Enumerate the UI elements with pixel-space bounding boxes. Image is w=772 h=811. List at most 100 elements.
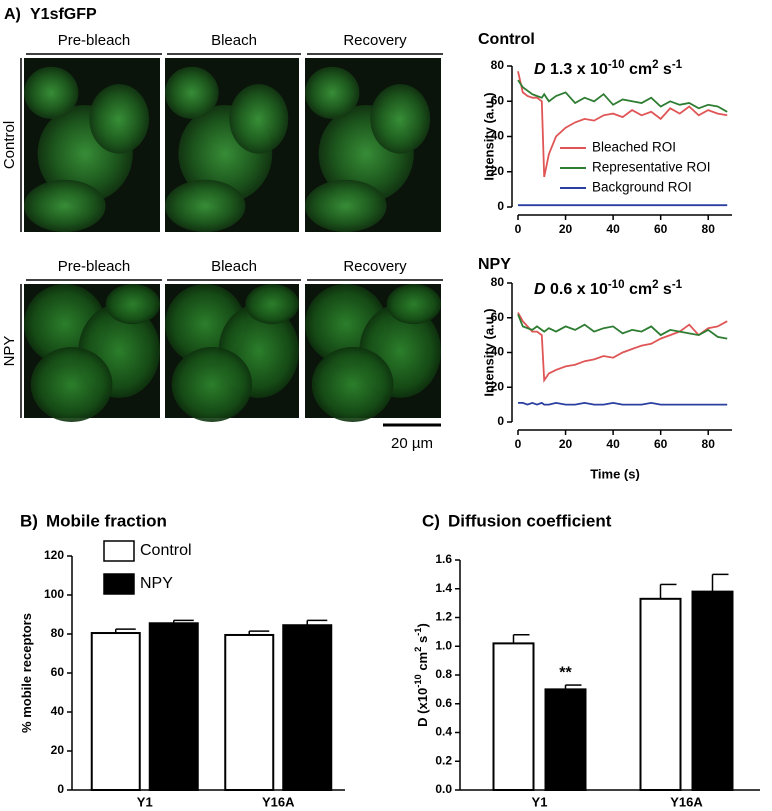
y-tick-label: 0.4 <box>435 725 452 739</box>
bar <box>90 632 141 792</box>
chart-title: Mobile fraction <box>46 511 167 530</box>
annotation: D 0.6 x 10-10 cm2 s-1 <box>534 279 683 298</box>
y-tick-label: 1.0 <box>435 638 452 652</box>
x-tick-label: 40 <box>606 437 620 451</box>
panel-label: B) <box>20 511 38 530</box>
legend-label: NPY <box>140 575 173 592</box>
series-line <box>517 312 728 384</box>
y-tick-label: 0 <box>57 782 64 796</box>
cell <box>305 66 360 119</box>
text-part: D (x10 <box>415 688 430 727</box>
series-line <box>518 401 728 406</box>
text-part: s <box>658 61 671 78</box>
column-label: Bleach <box>211 32 257 49</box>
bar <box>148 622 199 792</box>
cell <box>105 284 160 325</box>
cell <box>171 346 253 423</box>
y-tick-label: 20 <box>51 743 65 757</box>
panel-title: Y1sfGFP <box>30 6 97 23</box>
y-tick-label: 0 <box>497 199 504 213</box>
cell <box>89 84 150 154</box>
cell <box>165 66 219 119</box>
text-part: cm <box>625 281 653 298</box>
cell <box>311 346 394 423</box>
y-tick-label: 0.0 <box>435 782 452 796</box>
column-label: Recovery <box>343 258 407 275</box>
text-part: s <box>415 636 430 647</box>
x-tick-label: Y1 <box>137 794 153 809</box>
y-axis-label: Intensity (a.u.) <box>481 308 496 396</box>
y-tick-label: 40 <box>51 704 65 718</box>
legend-label: Representative ROI <box>592 160 711 175</box>
y-tick-label: 20 <box>491 164 505 178</box>
x-tick-label: Y1 <box>532 794 548 809</box>
y-axis-label: Intensity (a.u.) <box>481 92 496 180</box>
legend-swatch <box>103 540 135 562</box>
text-part: ) <box>415 623 430 627</box>
y-tick-label: 40 <box>491 345 505 359</box>
text-part: -1 <box>413 628 423 636</box>
y-tick-label: 1.2 <box>435 610 452 624</box>
y-axis-label: % mobile receptors <box>19 613 34 733</box>
panel-label: C) <box>422 511 440 530</box>
row-label: NPY <box>1 336 18 367</box>
text-part: -10 <box>608 279 625 291</box>
cell <box>24 66 79 119</box>
x-tick-label: 60 <box>654 222 668 236</box>
bar <box>492 642 535 791</box>
chart-title: NPY <box>478 256 511 273</box>
y-tick-label: 20 <box>491 379 505 393</box>
y-tick-label: 60 <box>491 310 505 324</box>
x-tick-label: 80 <box>702 222 716 236</box>
x-tick-label: 60 <box>654 437 668 451</box>
y-tick-label: 60 <box>51 665 65 679</box>
text-part: D <box>534 281 546 298</box>
text-part: % mobile receptors <box>19 613 34 733</box>
x-tick-label: 40 <box>606 222 620 236</box>
x-tick-label: Y16A <box>670 794 703 809</box>
y-tick-label: 100 <box>44 587 64 601</box>
legend-label: Control <box>140 542 192 559</box>
y-tick-label: 1.6 <box>435 552 452 566</box>
legend-swatch <box>103 573 135 595</box>
y-tick-label: 0.6 <box>435 696 452 710</box>
panel-label: A) <box>4 6 21 23</box>
text-part: -1 <box>672 59 683 71</box>
y-tick-label: 1.4 <box>435 581 452 595</box>
y-tick-label: 80 <box>491 275 505 289</box>
y-axis-label: D (x10-10 cm2 s-1) <box>413 623 430 727</box>
row-label: Control <box>1 121 18 169</box>
x-tick-label: 0 <box>515 437 522 451</box>
bar <box>639 597 682 791</box>
series-line <box>517 71 728 178</box>
column-label: Pre-bleach <box>58 258 131 275</box>
annotation: D 1.3 x 10-10 cm2 s-1 <box>534 59 683 78</box>
text-part: 2 <box>652 59 658 71</box>
cell <box>386 284 441 325</box>
legend-label: Bleached ROI <box>592 140 676 155</box>
cell <box>370 84 431 154</box>
text-part: s <box>658 281 671 298</box>
y-tick-label: 120 <box>44 548 64 562</box>
y-tick-label: 40 <box>491 129 505 143</box>
x-tick-label: Y16A <box>262 794 295 809</box>
text-part: -10 <box>608 59 625 71</box>
chart-title: Diffusion coefficient <box>448 511 612 530</box>
text-part: D <box>534 61 546 78</box>
series-line <box>517 79 728 113</box>
x-tick-label: 0 <box>515 222 522 236</box>
bar <box>282 624 333 791</box>
y-tick-label: 0 <box>497 414 504 428</box>
significance-label: ** <box>559 664 572 681</box>
y-tick-label: 80 <box>491 58 505 72</box>
cell <box>245 284 299 325</box>
text-part: 1.3 x 10 <box>546 61 608 78</box>
bar <box>691 590 734 791</box>
chart-title: Control <box>478 31 535 48</box>
text-part: -1 <box>672 279 683 291</box>
y-tick-label: 0.2 <box>435 753 452 767</box>
y-tick-label: 80 <box>51 626 65 640</box>
y-tick-label: 60 <box>491 93 505 107</box>
